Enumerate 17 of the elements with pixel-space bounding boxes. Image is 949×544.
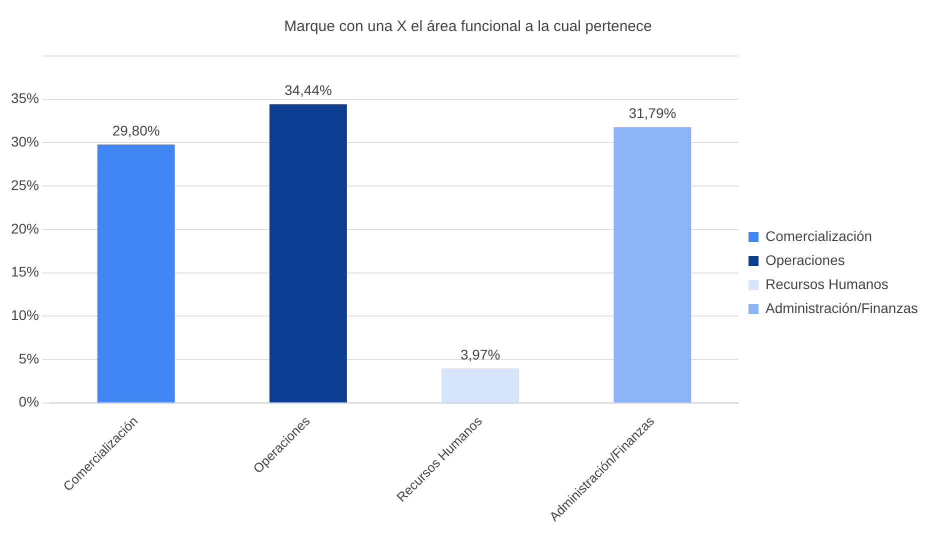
data-label: 3,97% (460, 346, 500, 362)
y-tick-label: 35% (10, 90, 40, 106)
y-tick-label: 10% (10, 306, 40, 323)
chart-title: Marque con una X el área funcional a la cual pertenece (284, 18, 652, 36)
y-tick-label: 15% (10, 264, 40, 280)
data-label: 34,44% (284, 82, 332, 98)
legend-label: Administración/Finanzas (765, 300, 918, 316)
legend-label: Operaciones (765, 252, 845, 268)
legend-label: Comercialización (765, 228, 872, 244)
data-label: 31,79% (628, 105, 676, 122)
y-tick-label: 30% (10, 134, 40, 150)
data-label: 29,80% (112, 122, 160, 138)
y-tick-label: 20% (10, 220, 40, 236)
legend-label: Recursos Humanos (765, 276, 888, 292)
y-tick-label: 5% (18, 350, 40, 366)
y-tick-label: 25% (10, 176, 40, 193)
y-tick-label: 0% (18, 394, 40, 410)
